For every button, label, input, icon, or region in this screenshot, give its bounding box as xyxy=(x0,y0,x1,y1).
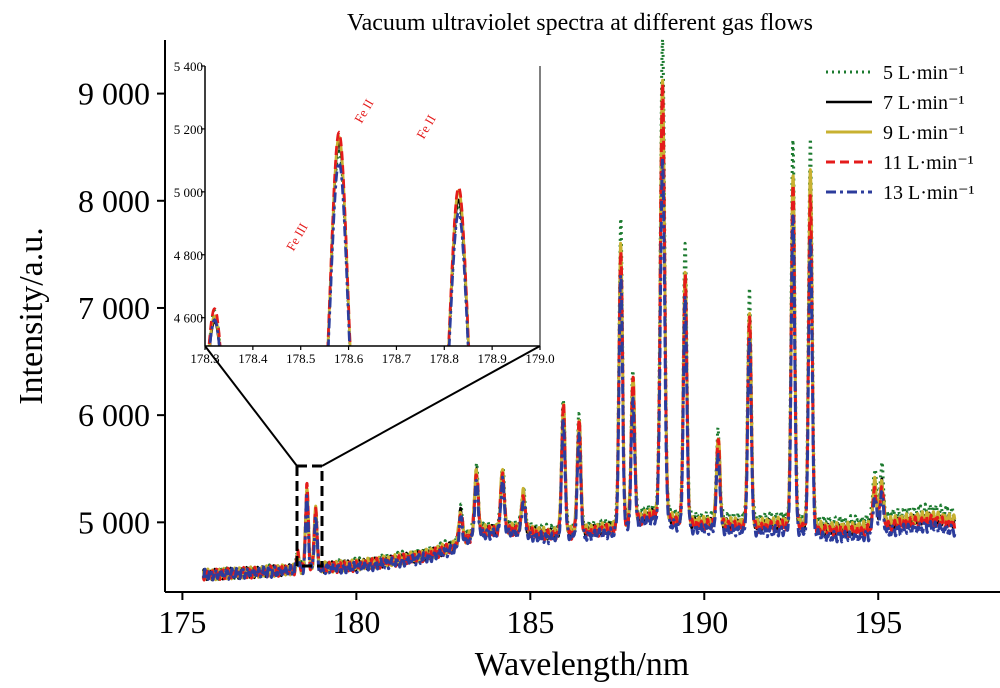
y-tick-label: 9 000 xyxy=(78,76,150,112)
inset-y-tick-label: 4 600 xyxy=(174,311,203,326)
inset-x-tick-label: 178.9 xyxy=(478,351,507,366)
series-line-5 xyxy=(201,157,957,582)
legend-label: 11 L·min⁻¹ xyxy=(883,152,974,174)
y-tick-label: 5 000 xyxy=(78,504,150,540)
x-tick-label: 195 xyxy=(854,604,902,640)
legend-label: 13 L·min⁻¹ xyxy=(883,182,975,204)
y-axis-title: Intensity/a.u. xyxy=(13,227,50,405)
x-tick-label: 185 xyxy=(506,604,554,640)
inset-y-tick-label: 5 400 xyxy=(174,59,203,74)
x-tick-label: 175 xyxy=(158,604,206,640)
x-tick-label: 190 xyxy=(680,604,728,640)
chart-title: Vacuum ultraviolet spectra at different … xyxy=(347,10,813,36)
inset-x-tick-label: 178.3 xyxy=(190,351,219,366)
inset-x-tick-label: 178.4 xyxy=(238,351,268,366)
inset-x-ticks: 178.3 178.4 178.5 178.6 178.7 178.8 178.9 179.0 xyxy=(190,346,555,366)
inset-background xyxy=(205,66,540,346)
legend: 5 L·min⁻¹ 7 L·min⁻¹ 9 L·min⁻¹ 11 L·min⁻¹ 13 … xyxy=(826,62,975,204)
x-axis-title: Wavelength/nm xyxy=(475,646,689,683)
legend-label: 5 L·min⁻¹ xyxy=(883,62,965,84)
inset-y-tick-label: 5 200 xyxy=(174,122,203,137)
legend-label: 7 L·min⁻¹ xyxy=(883,92,965,114)
y-tick-label: 8 000 xyxy=(78,183,150,219)
inset-x-tick-label: 178.5 xyxy=(286,351,315,366)
zoom-connector-right xyxy=(321,345,541,467)
zoom-region-box xyxy=(295,464,324,568)
inset-y-tick-label: 4 800 xyxy=(174,248,203,263)
inset-y-tick-label: 5 000 xyxy=(174,185,203,200)
inset-y-ticks: 4 600 4 800 5 000 5 200 5 400 xyxy=(174,59,205,326)
inset-x-tick-label: 178.6 xyxy=(334,351,364,366)
main-plot-series xyxy=(201,37,957,582)
y-tick-label: 6 000 xyxy=(78,397,150,433)
inset-x-tick-label: 178.8 xyxy=(430,351,459,366)
y-tick-label: 7 000 xyxy=(78,290,150,326)
inset-x-tick-label: 178.7 xyxy=(382,351,412,366)
zoom-connector-left xyxy=(204,345,298,467)
x-ticks: 175 180 185 190 195 xyxy=(158,592,902,640)
x-tick-label: 180 xyxy=(332,604,380,640)
legend-label: 9 L·min⁻¹ xyxy=(883,122,965,144)
inset-x-tick-label: 179.0 xyxy=(525,351,554,366)
y-ticks: 5 000 6 000 7 000 8 000 9 000 xyxy=(78,76,165,540)
